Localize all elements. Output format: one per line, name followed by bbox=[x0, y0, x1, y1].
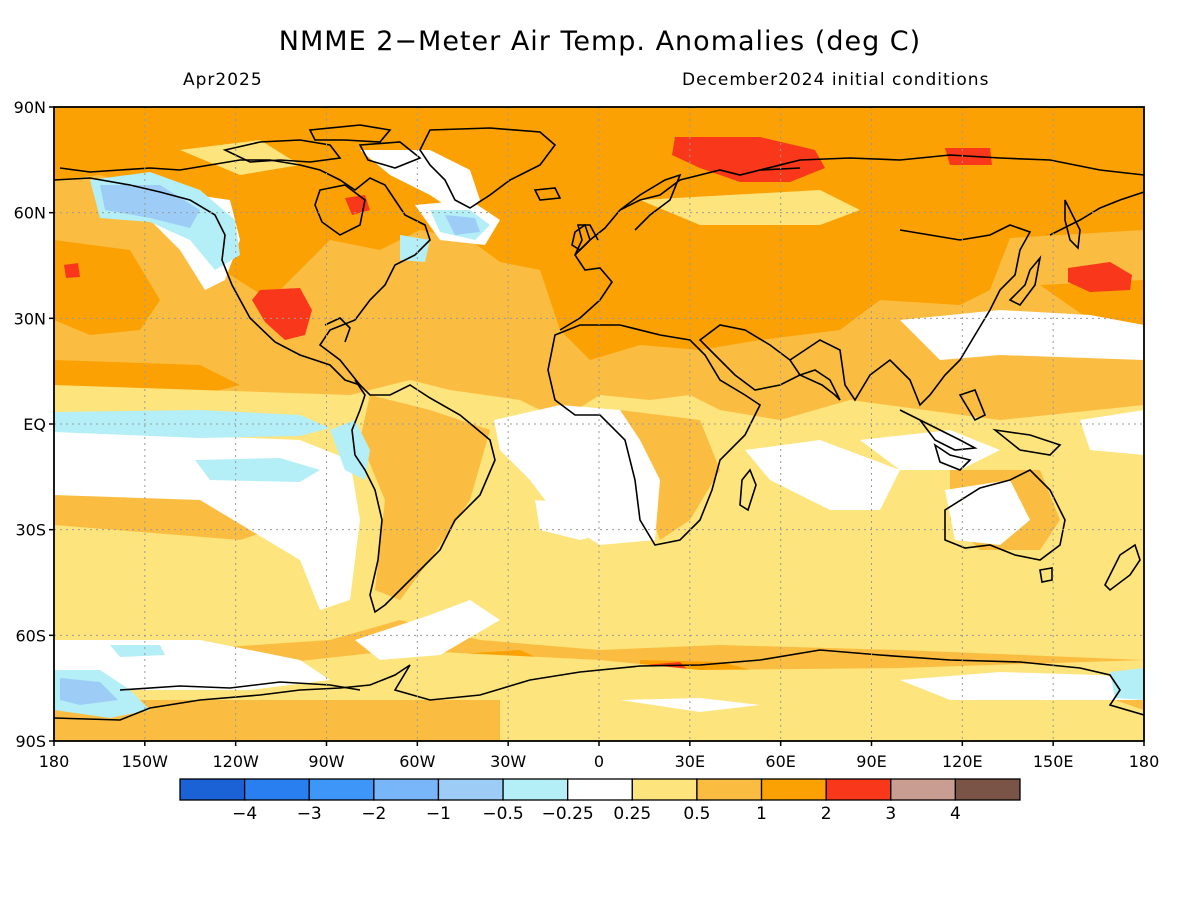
lon-tick-label: 90E bbox=[856, 752, 886, 771]
lon-tick-label: 180 bbox=[39, 752, 70, 771]
lat-tick-label: 90S bbox=[15, 732, 46, 751]
lat-tick-label: 30N bbox=[14, 309, 46, 328]
color-swatch bbox=[631, 778, 698, 801]
color-legend-label: 0.25 bbox=[613, 804, 651, 824]
lat-tick-label: 60N bbox=[14, 204, 46, 223]
lon-tick-label: 30W bbox=[490, 752, 526, 771]
color-legend-label: 4 bbox=[950, 804, 961, 824]
color-swatch bbox=[243, 778, 310, 801]
color-legend-label: −3 bbox=[297, 804, 322, 824]
lon-tick-label: 90W bbox=[308, 752, 344, 771]
lon-tick-label: 150W bbox=[122, 752, 169, 771]
lon-tick-label: 150E bbox=[1033, 752, 1074, 771]
color-swatch bbox=[373, 778, 440, 801]
lon-tick-label: 120W bbox=[212, 752, 259, 771]
lat-tick-label: 30S bbox=[15, 521, 46, 540]
lat-tick-label: EQ bbox=[23, 415, 46, 434]
color-legend-label: 2 bbox=[821, 804, 832, 824]
color-swatch bbox=[308, 778, 375, 801]
lat-tick-label: 90N bbox=[14, 98, 46, 117]
color-legend-label: −1 bbox=[426, 804, 451, 824]
coastlines bbox=[54, 124, 1144, 721]
lon-tick-label: 60W bbox=[399, 752, 435, 771]
map-grid bbox=[54, 107, 1144, 741]
color-swatch bbox=[760, 778, 827, 801]
color-legend: −4 −3 −2 −1 −0.5 −0.25 0.25 0.5 1 2 3 4 bbox=[179, 778, 1021, 824]
color-swatch bbox=[696, 778, 763, 801]
color-swatch bbox=[437, 778, 504, 801]
color-legend-label: −0.5 bbox=[482, 804, 523, 824]
color-swatch bbox=[954, 778, 1021, 801]
initial-conditions-label: December2024 initial conditions bbox=[682, 70, 990, 90]
lon-tick-label: 60E bbox=[765, 752, 795, 771]
lon-tick-label: 120E bbox=[942, 752, 983, 771]
lon-tick-label: 180 bbox=[1129, 752, 1160, 771]
color-legend-label: 0.5 bbox=[683, 804, 710, 824]
color-swatch bbox=[502, 778, 569, 801]
color-legend-label: −0.25 bbox=[542, 804, 594, 824]
color-swatch bbox=[567, 778, 633, 801]
color-legend-label: −4 bbox=[232, 804, 257, 824]
lat-tick-label: 60S bbox=[15, 626, 46, 645]
color-swatch bbox=[179, 778, 246, 801]
lon-tick-label: 30E bbox=[675, 752, 705, 771]
valid-month-label: Apr2025 bbox=[183, 70, 263, 90]
color-legend-label: 1 bbox=[756, 804, 767, 824]
lon-tick-label: 0 bbox=[594, 752, 604, 771]
map-title: NMME 2−Meter Air Temp. Anomalies (deg C) bbox=[278, 26, 922, 57]
color-swatch bbox=[890, 778, 957, 801]
color-legend-label: −2 bbox=[361, 804, 386, 824]
color-legend-label: 3 bbox=[885, 804, 896, 824]
color-swatch bbox=[825, 778, 892, 801]
